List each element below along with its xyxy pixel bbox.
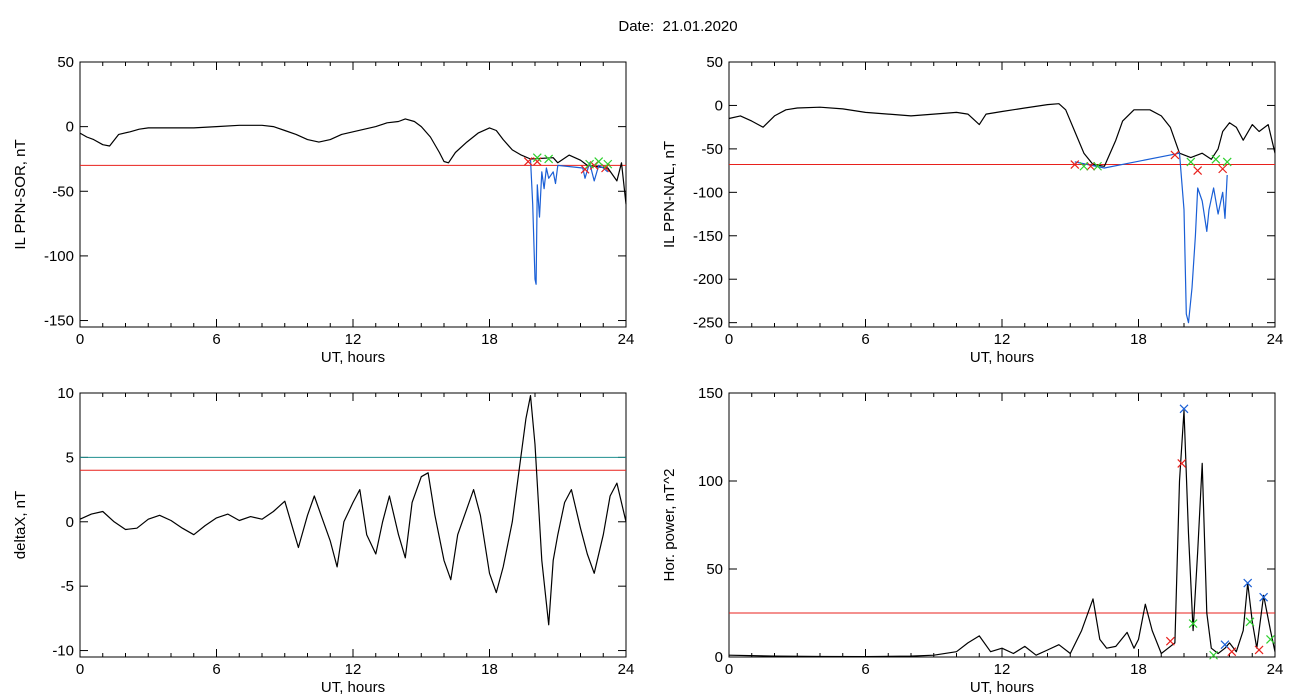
y-tick-label: -150 (44, 313, 74, 330)
cross-marker (1220, 640, 1230, 650)
y-tick-label: -200 (693, 271, 723, 288)
plot-frame (728, 61, 1276, 328)
y-axis-label: IL PPN-SOR, nT (12, 139, 29, 249)
cross-marker (1209, 650, 1218, 660)
series-line (1074, 152, 1228, 324)
cross-marker (1227, 647, 1237, 657)
y-tick-label: -10 (52, 643, 74, 660)
series-line (79, 395, 627, 626)
x-tick-label: 24 (1267, 331, 1284, 348)
x-tick-label: 24 (1267, 661, 1284, 678)
plot-frame (79, 392, 627, 658)
y-tick-label: 0 (715, 649, 723, 666)
cross-marker (1218, 164, 1228, 174)
cross-marker (532, 153, 542, 163)
x-tick-label: 24 (618, 661, 635, 678)
series-line (728, 410, 1276, 658)
cross-marker (1177, 458, 1187, 468)
cross-marker (1070, 160, 1080, 169)
y-tick-label: 0 (66, 514, 74, 531)
x-tick-label: 6 (861, 331, 869, 348)
plot-ppn-sor: 0 6 12 18 24 50 0 -50 -100 -150 UT, hours IL PPN-SO… (12, 54, 634, 366)
cross-marker (594, 157, 604, 166)
x-tick-label: 0 (725, 331, 733, 348)
x-tick-label: 18 (1130, 331, 1147, 348)
y-tick-label: -100 (44, 248, 74, 265)
series-line (728, 103, 1276, 167)
x-axis-label: UT, hours (970, 349, 1034, 366)
x-tick-label: 24 (618, 331, 635, 348)
x-tick-label: 0 (76, 331, 84, 348)
x-tick-label: 6 (212, 331, 220, 348)
x-tick-label: 12 (994, 331, 1011, 348)
cross-marker (1211, 154, 1221, 164)
y-tick-label: 5 (66, 449, 74, 466)
cross-marker (1165, 636, 1175, 646)
x-tick-label: 18 (481, 661, 498, 678)
y-axis-label: IL PPN-NAL, nT (661, 141, 678, 248)
cross-marker (1259, 592, 1269, 602)
y-axis-label: Hor. power, nT^2 (661, 469, 678, 582)
x-tick-label: 12 (994, 661, 1011, 678)
x-tick-label: 6 (861, 661, 869, 678)
y-tick-label: -100 (693, 184, 723, 201)
x-axis-label: UT, hours (970, 679, 1034, 696)
x-tick-label: 6 (212, 661, 220, 678)
page-title: Date: 21.01.2020 (618, 18, 738, 35)
y-tick-label: -5 (61, 578, 74, 595)
y-tick-label: 50 (706, 561, 723, 578)
cross-marker (585, 159, 595, 169)
cross-marker (1186, 157, 1196, 167)
cross-marker (1245, 617, 1255, 627)
y-tick-label: -250 (693, 315, 723, 332)
y-tick-label: 100 (698, 473, 723, 490)
cross-marker (1093, 161, 1102, 171)
plot-frame (79, 61, 627, 328)
y-tick-label: 10 (57, 385, 74, 402)
cross-marker (1188, 619, 1198, 628)
cross-marker (1079, 161, 1089, 171)
y-tick-label: 50 (57, 54, 74, 71)
x-tick-label: 18 (481, 331, 498, 348)
x-tick-label: 0 (76, 661, 84, 678)
y-axis-label: deltaX, nT (12, 491, 29, 559)
x-tick-label: 12 (345, 661, 362, 678)
cross-marker (523, 157, 533, 166)
plot-deltax: 0 6 12 18 24 10 5 0 -5 -10 UT, hours deltaX, nT (12, 385, 634, 696)
x-tick-label: 12 (345, 331, 362, 348)
plot-frame (728, 392, 1276, 658)
x-tick-label: 18 (1130, 661, 1147, 678)
y-tick-label: 0 (715, 97, 723, 114)
x-tick-label: 0 (725, 661, 733, 678)
x-axis-label: UT, hours (321, 679, 385, 696)
series-line (529, 158, 609, 285)
cross-marker (1243, 578, 1253, 588)
cross-marker (1266, 634, 1275, 644)
cross-marker (1179, 404, 1189, 414)
y-tick-label: 0 (66, 119, 74, 136)
plot-hor-power: 0 6 12 18 24 150 100 50 0 UT, hours Hor. power, nT… (661, 385, 1283, 696)
cross-marker (1170, 150, 1180, 160)
series-line (79, 118, 627, 205)
cross-marker (1222, 157, 1232, 167)
y-tick-label: 150 (698, 385, 723, 402)
cross-marker (532, 157, 542, 166)
y-tick-label: -50 (52, 183, 74, 200)
cross-marker (1254, 645, 1264, 655)
y-tick-label: -150 (693, 228, 723, 245)
cross-marker (1193, 166, 1203, 176)
y-tick-label: -50 (701, 141, 723, 158)
cross-marker (544, 154, 554, 164)
cross-marker (603, 159, 613, 169)
plot-ppn-nal: 0 6 12 18 24 50 0 -50 -100 -150 -200 -250 UT, hours I… (661, 54, 1283, 366)
y-tick-label: 50 (706, 54, 723, 71)
x-axis-label: UT, hours (321, 349, 385, 366)
cross-marker (1086, 161, 1096, 171)
